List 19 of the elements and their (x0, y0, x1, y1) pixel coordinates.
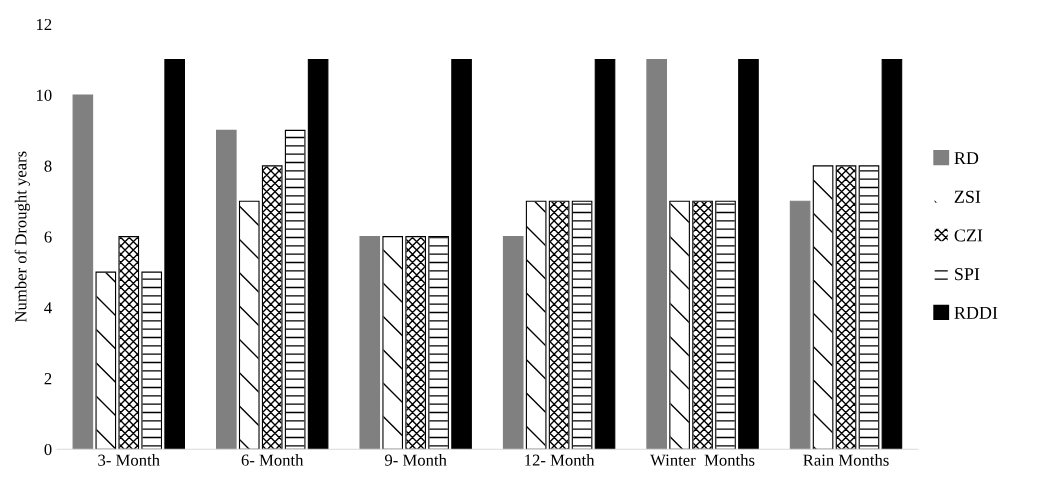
legend-label: SPI (955, 268, 980, 281)
y-tick-label: 4 (44, 302, 52, 314)
legend-label: RD (954, 152, 979, 164)
y-tick-label: 2 (44, 373, 52, 385)
x-tick-label: 9- Month (384, 454, 447, 466)
legend-label: CZI (954, 229, 983, 242)
y-tick-label: 6 (44, 231, 52, 243)
x-tick-label: 3- Month (98, 454, 160, 466)
x-tick-label: 6- Month (241, 454, 304, 466)
x-tick-label: 12- Month (525, 454, 595, 466)
legend-label: ZSI (954, 190, 981, 203)
x-tick-label: Rain Months (803, 454, 889, 466)
y-axis-title: Number of Drought years (14, 151, 30, 323)
y-tick-label: 0 (44, 443, 52, 456)
x-tick-label: Winter Months (650, 454, 755, 466)
legend-label: RDDI (954, 306, 998, 319)
y-tick-label: 12 (36, 18, 52, 30)
y-tick-label: 8 (44, 160, 52, 172)
y-tick-label: 10 (36, 89, 52, 101)
